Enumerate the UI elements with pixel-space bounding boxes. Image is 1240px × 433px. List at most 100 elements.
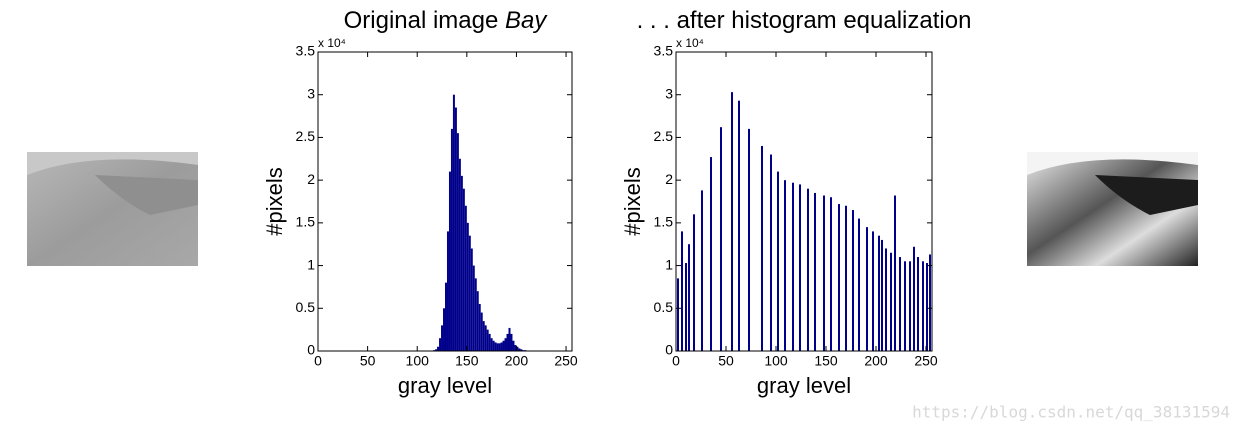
- bar: [677, 278, 679, 351]
- histogram-bar: [448, 171, 451, 351]
- y-tick-label: 3: [307, 85, 315, 101]
- histogram-bar: [506, 333, 509, 351]
- histogram-bar: [504, 338, 507, 351]
- bar: [922, 261, 924, 351]
- histogram-bar: [446, 231, 449, 351]
- bar: [852, 210, 854, 351]
- histogram-bar: [508, 327, 511, 351]
- x-tick-label: 200: [505, 353, 529, 369]
- histogram-bar: [482, 321, 485, 351]
- x-tick-label: 150: [455, 353, 479, 369]
- title-emphasis: Bay: [505, 7, 548, 34]
- histogram-bar: [500, 342, 503, 351]
- histogram-bar: [443, 308, 445, 351]
- y-tick-label: 1.5: [296, 214, 316, 230]
- bar: [738, 100, 740, 352]
- plot: [677, 92, 931, 352]
- histogram-bar: [478, 304, 481, 351]
- x-axis-label: gray level: [398, 373, 492, 398]
- y-tick-label: 1.5: [654, 214, 674, 230]
- bar: [881, 239, 883, 351]
- histogram-bar: [520, 349, 523, 351]
- bar: [929, 254, 931, 351]
- x-tick-label: 50: [360, 353, 376, 369]
- bar: [681, 231, 683, 351]
- x-tick-label: 50: [718, 353, 734, 369]
- bar: [830, 197, 832, 351]
- histogram-bar: [480, 312, 483, 351]
- bar: [872, 231, 874, 351]
- histogram-bar: [486, 329, 489, 351]
- bar: [845, 205, 847, 351]
- bar: [761, 145, 763, 351]
- bar: [807, 188, 809, 351]
- histogram-bar: [445, 282, 447, 351]
- y-tick-label: 2.5: [296, 128, 316, 144]
- x-tick-label: 250: [914, 353, 938, 369]
- histogram-bar: [516, 346, 519, 351]
- histogram-bar: [490, 338, 493, 351]
- histogram-bar: [502, 340, 505, 351]
- plot-frame: [675, 51, 933, 352]
- y-multiplier: x 10⁴: [676, 36, 704, 50]
- histogram-bar: [462, 188, 465, 351]
- histogram-bar: [494, 342, 497, 351]
- x-tick-label: 0: [672, 353, 680, 369]
- histogram-bar: [518, 348, 521, 351]
- bar: [894, 195, 896, 351]
- y-axis-label: #pixels: [620, 167, 645, 235]
- bar: [878, 235, 880, 351]
- watermark: https://blog.csdn.net/qq_38131594: [912, 403, 1230, 422]
- bar: [799, 184, 801, 351]
- y-tick-label: 3.5: [654, 43, 674, 59]
- y-tick-label: 2: [307, 171, 315, 187]
- histogram-bar: [468, 235, 471, 351]
- histogram-bar: [456, 133, 459, 351]
- bar: [770, 154, 772, 351]
- bar: [710, 157, 712, 351]
- bar: [792, 182, 794, 351]
- title-text: Original image: [344, 7, 499, 34]
- x-tick-label: 0: [314, 353, 322, 369]
- histogram-bar: [498, 343, 501, 351]
- histogram-bar: [452, 94, 455, 351]
- y-tick-label: 0: [665, 342, 673, 358]
- histogram-bar: [474, 278, 477, 351]
- x-tick-label: 150: [814, 353, 838, 369]
- original-photo: [27, 152, 198, 266]
- histogram-bar: [435, 349, 438, 351]
- bar: [823, 195, 825, 351]
- plot-frame: [317, 51, 573, 352]
- y-tick-label: 0.5: [296, 299, 316, 315]
- bar: [688, 244, 690, 351]
- histogram-bar: [466, 222, 469, 351]
- bar: [784, 180, 786, 351]
- y-tick-label: 0.5: [654, 299, 674, 315]
- bar: [777, 171, 779, 351]
- bar: [926, 263, 928, 351]
- y-axis-label: #pixels: [262, 167, 287, 235]
- x-axis-label: gray level: [757, 373, 851, 398]
- histogram-bar: [512, 340, 515, 351]
- bar: [814, 192, 816, 351]
- bar: [909, 261, 911, 351]
- bar: [904, 261, 906, 351]
- bar: [917, 257, 919, 351]
- y-tick-label: 1: [307, 256, 315, 272]
- bar: [720, 127, 722, 351]
- histogram-bar: [437, 346, 440, 351]
- histogram-bar: [484, 325, 487, 351]
- x-tick-label: 200: [864, 353, 888, 369]
- histogram-bar: [492, 340, 495, 351]
- histogram-bar: [450, 128, 453, 351]
- histogram-bar: [454, 107, 457, 352]
- bar: [731, 92, 733, 351]
- bar: [913, 246, 915, 351]
- plot: [433, 94, 529, 352]
- bar: [866, 227, 868, 351]
- y-multiplier: x 10⁴: [318, 36, 346, 50]
- bar: [748, 128, 750, 351]
- x-tick-label: 100: [764, 353, 788, 369]
- histogram-bar: [458, 158, 461, 351]
